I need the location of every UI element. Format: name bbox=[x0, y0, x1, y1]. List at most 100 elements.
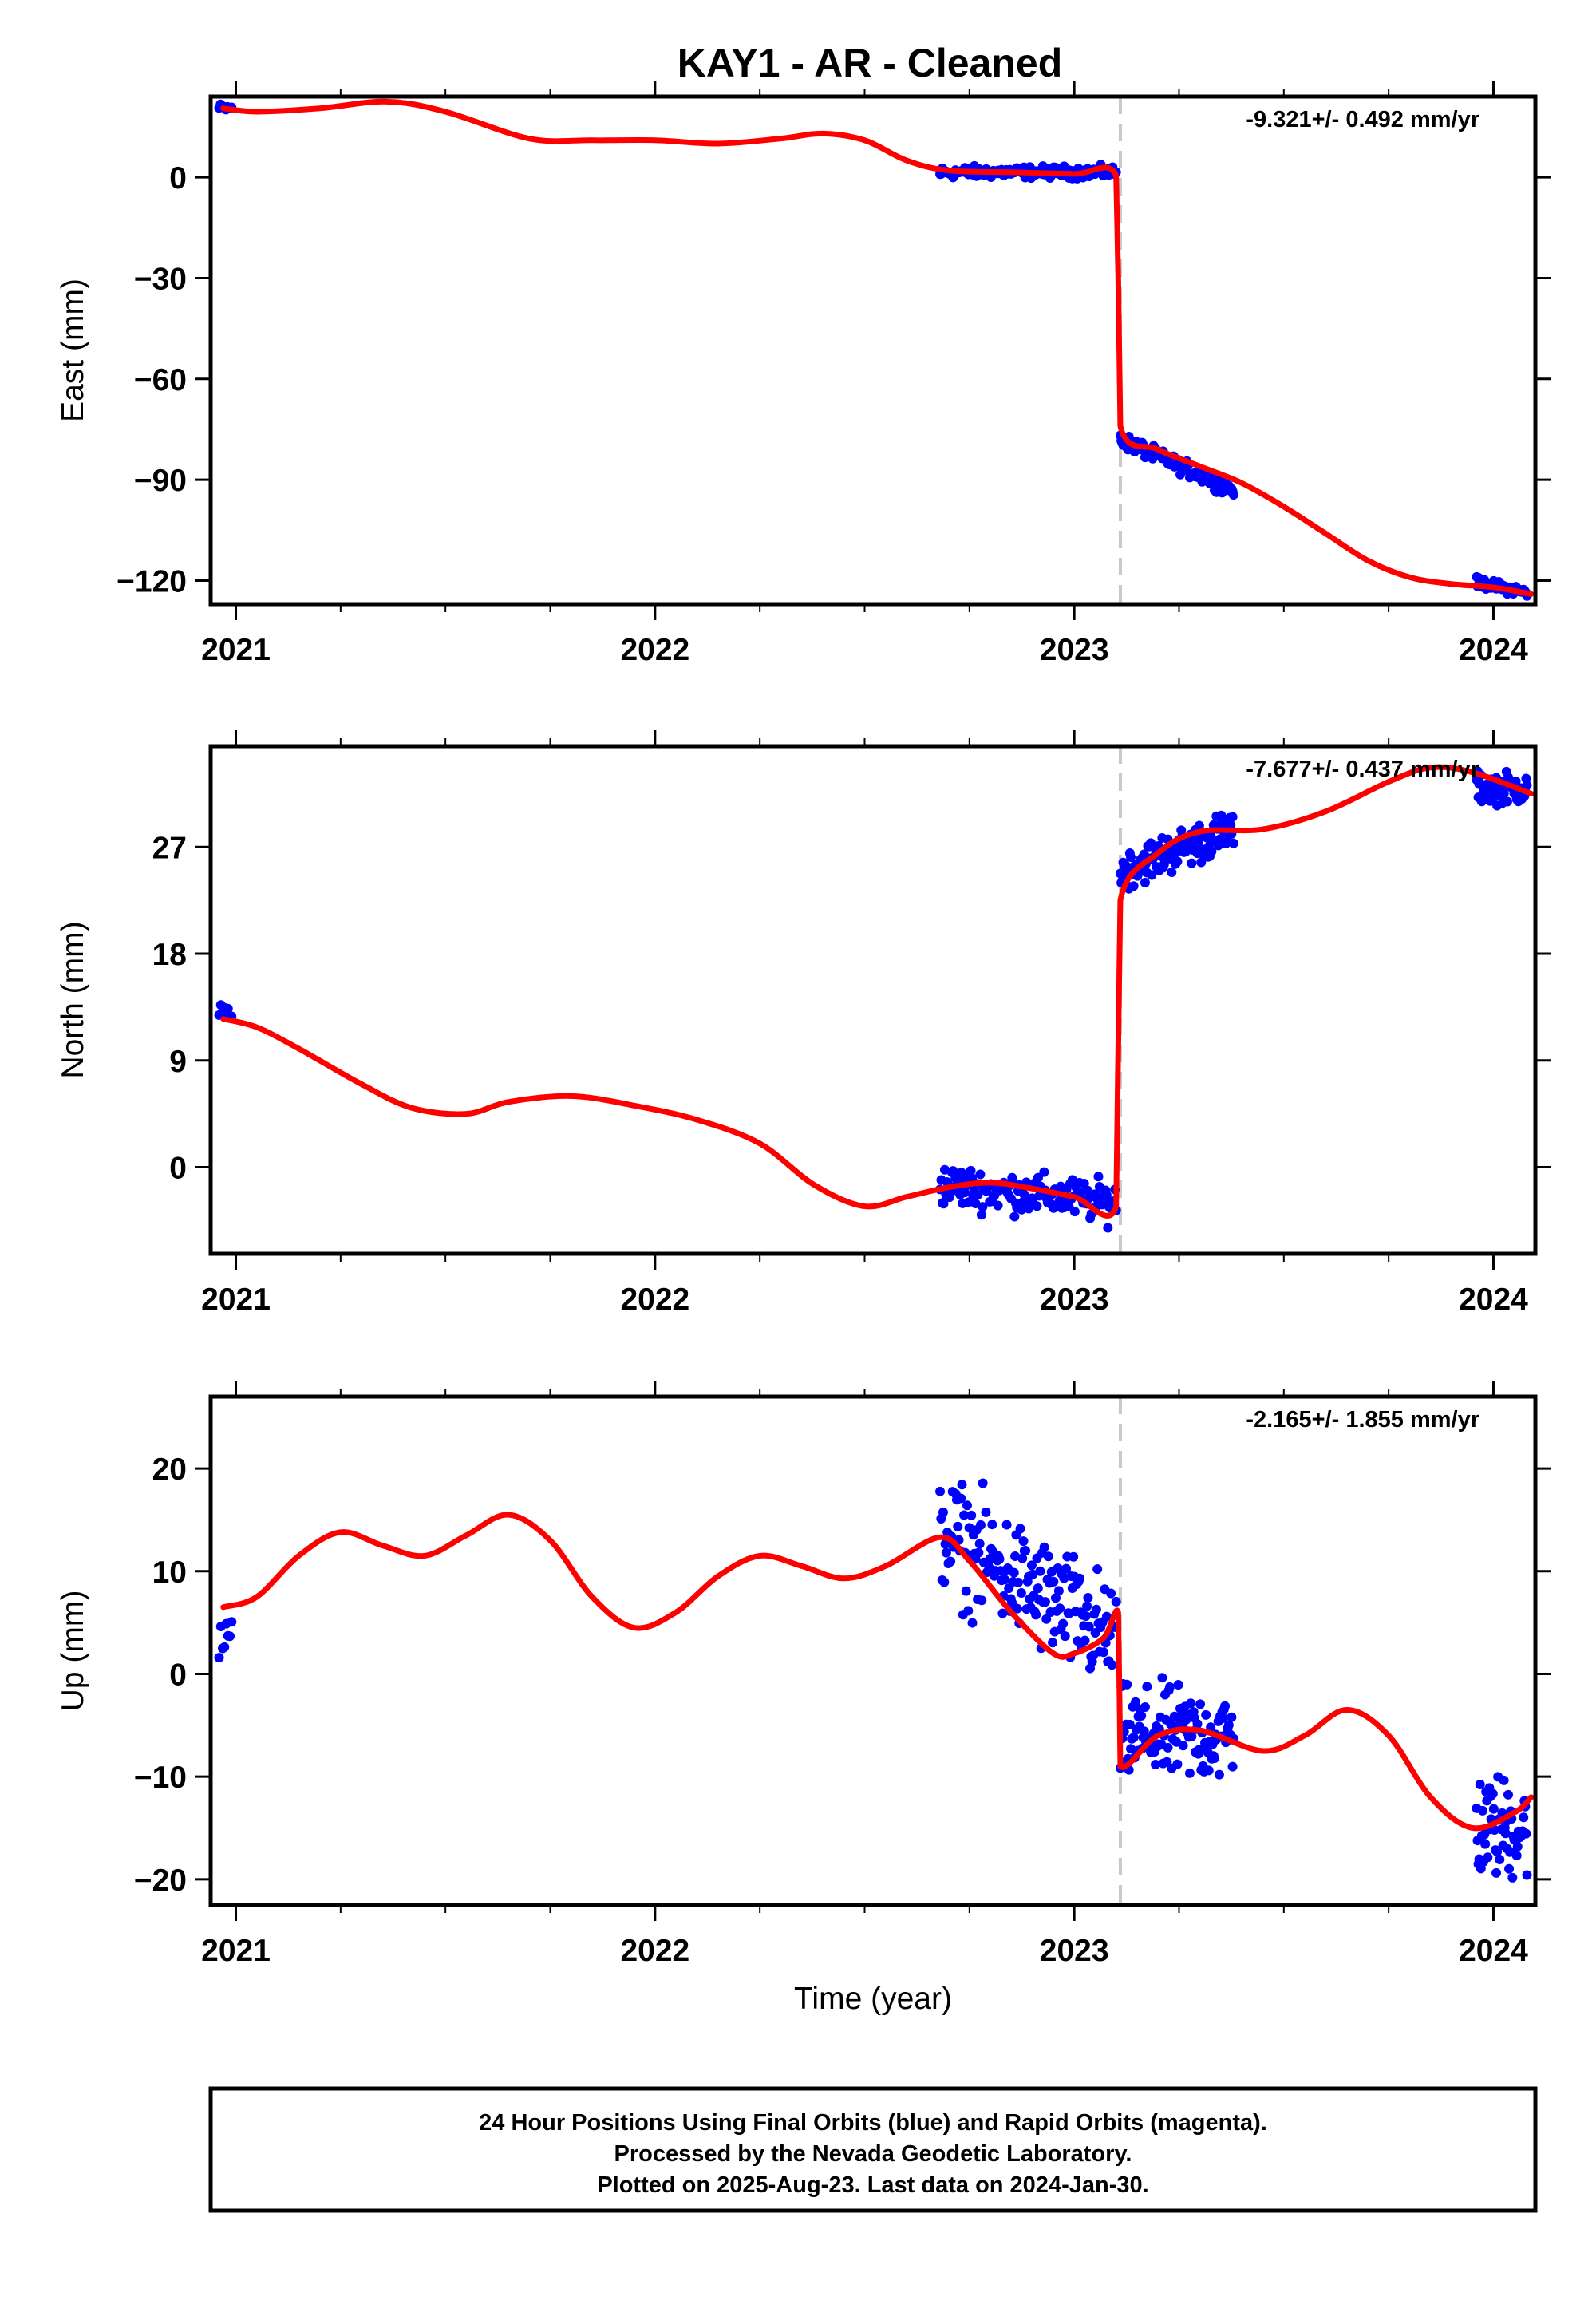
north-y-tick-label: 0 bbox=[169, 1152, 187, 1186]
east-y-tick-label: −60 bbox=[134, 363, 187, 397]
up-data-point bbox=[1091, 1604, 1101, 1614]
up-x-tick-label: 2024 bbox=[1459, 1934, 1528, 1968]
up-data-point bbox=[939, 1577, 950, 1587]
up-data-point bbox=[1049, 1576, 1059, 1587]
north-frame bbox=[208, 744, 1538, 1256]
up-model-line bbox=[220, 1512, 1535, 1832]
north-data-point bbox=[1187, 858, 1197, 868]
north-data-point bbox=[1207, 846, 1217, 856]
north-data-point bbox=[993, 1200, 1003, 1211]
up-data-point bbox=[1033, 1583, 1043, 1594]
north-data-point bbox=[973, 1189, 983, 1199]
up-data-point bbox=[977, 1595, 987, 1606]
up-data-point bbox=[1016, 1588, 1026, 1599]
north-data-point bbox=[1147, 870, 1157, 880]
east-x-tick-label: 2024 bbox=[1459, 633, 1528, 667]
up-data-point bbox=[1223, 1720, 1234, 1730]
up-data-point bbox=[1017, 1553, 1028, 1563]
up-data-point bbox=[998, 1608, 1008, 1618]
up-data-point bbox=[959, 1510, 970, 1520]
north-data-point bbox=[1502, 796, 1512, 807]
up-data-point bbox=[1055, 1603, 1065, 1614]
chart-title: KAY1 - AR - Cleaned bbox=[678, 41, 1063, 85]
up-data-point bbox=[1214, 1769, 1224, 1780]
up-data-point bbox=[1483, 1852, 1493, 1863]
north-data-point bbox=[223, 1003, 233, 1014]
north-data-point bbox=[1172, 856, 1183, 867]
up-data-point bbox=[1186, 1698, 1196, 1709]
up-data-point bbox=[1195, 1699, 1206, 1709]
up-rate-label: -2.165+/- 1.855 mm/yr bbox=[1246, 1407, 1479, 1433]
footer-box bbox=[208, 2086, 1538, 2213]
up-data-point bbox=[1209, 1753, 1219, 1764]
up-data-point bbox=[1512, 1841, 1523, 1852]
up-data-point bbox=[1058, 1618, 1069, 1629]
north-data-point bbox=[1228, 838, 1238, 848]
north-data-point bbox=[1227, 812, 1238, 822]
up-data-point bbox=[1480, 1839, 1491, 1849]
up-data-point bbox=[1080, 1635, 1090, 1646]
north-data-point bbox=[1039, 1167, 1049, 1177]
up-data-point bbox=[1178, 1741, 1188, 1751]
up-data-point bbox=[1218, 1713, 1228, 1724]
up-data-point bbox=[1106, 1588, 1116, 1599]
up-data-point bbox=[1040, 1597, 1050, 1607]
up-x-tick-label: 2022 bbox=[620, 1934, 689, 1968]
up-data-point bbox=[941, 1547, 951, 1558]
up-x-tick-label: 2023 bbox=[1040, 1934, 1109, 1968]
up-data-point bbox=[1039, 1542, 1049, 1552]
east-model-line bbox=[220, 98, 1535, 597]
north-y-tick-label: 9 bbox=[169, 1045, 187, 1079]
up-data-point bbox=[1140, 1702, 1150, 1713]
north-data-point bbox=[1140, 877, 1150, 887]
up-data-point bbox=[1048, 1638, 1058, 1648]
up-data-point bbox=[1099, 1647, 1109, 1658]
north-x-tick-label: 2024 bbox=[1459, 1282, 1528, 1317]
up-data-point bbox=[957, 1480, 967, 1490]
up-data-point bbox=[999, 1575, 1009, 1585]
up-data-point bbox=[1060, 1631, 1070, 1642]
up-x-axis-label: Time (year) bbox=[794, 1982, 952, 2016]
up-data-point bbox=[1220, 1701, 1231, 1711]
north-data-point bbox=[978, 1202, 988, 1212]
up-data-point bbox=[1519, 1812, 1529, 1823]
up-data-point bbox=[1073, 1636, 1083, 1646]
up-data-point bbox=[1124, 1719, 1135, 1729]
north-rate-label: -7.677+/- 0.437 mm/yr bbox=[1246, 757, 1479, 782]
up-data-point bbox=[1035, 1566, 1045, 1576]
up-data-point bbox=[974, 1547, 984, 1558]
up-data-point bbox=[1522, 1870, 1532, 1880]
north-y-tick-label: 18 bbox=[152, 938, 187, 972]
up-data-point bbox=[956, 1493, 966, 1504]
up-data-point bbox=[1475, 1780, 1485, 1790]
up-data-point bbox=[1139, 1726, 1149, 1737]
north-data-point bbox=[966, 1165, 976, 1176]
up-data-point bbox=[1487, 1788, 1498, 1799]
north-y-axis-label: North (mm) bbox=[56, 921, 90, 1078]
up-data-point bbox=[1009, 1567, 1019, 1578]
north-data-point bbox=[1128, 881, 1139, 891]
up-data-point bbox=[1503, 1789, 1513, 1800]
up-data-point bbox=[1043, 1551, 1053, 1562]
north-data-point bbox=[1522, 780, 1532, 790]
north-x-tick-label: 2023 bbox=[1040, 1282, 1109, 1317]
north-data-point bbox=[1126, 852, 1136, 862]
up-data-point bbox=[963, 1606, 974, 1616]
north-plot-area bbox=[214, 746, 1535, 1254]
east-y-tick-label: −30 bbox=[134, 262, 187, 296]
north-x-tick-label: 2021 bbox=[201, 1282, 271, 1317]
up-data-point bbox=[1018, 1536, 1029, 1547]
up-y-tick-label: 0 bbox=[169, 1658, 187, 1692]
up-data-point bbox=[1172, 1759, 1183, 1769]
up-data-point bbox=[1164, 1682, 1175, 1692]
up-data-point bbox=[1495, 1854, 1505, 1864]
up-data-point bbox=[1021, 1545, 1031, 1555]
up-data-point bbox=[953, 1521, 963, 1531]
up-data-point bbox=[1511, 1851, 1522, 1861]
footer-line-2: Processed by the Nevada Geodetic Laborat… bbox=[614, 2141, 1132, 2167]
up-plot-area bbox=[214, 1397, 1535, 1905]
up-data-point bbox=[1101, 1611, 1112, 1622]
east-x-tick-label: 2023 bbox=[1040, 633, 1109, 667]
up-data-point bbox=[1151, 1759, 1161, 1769]
